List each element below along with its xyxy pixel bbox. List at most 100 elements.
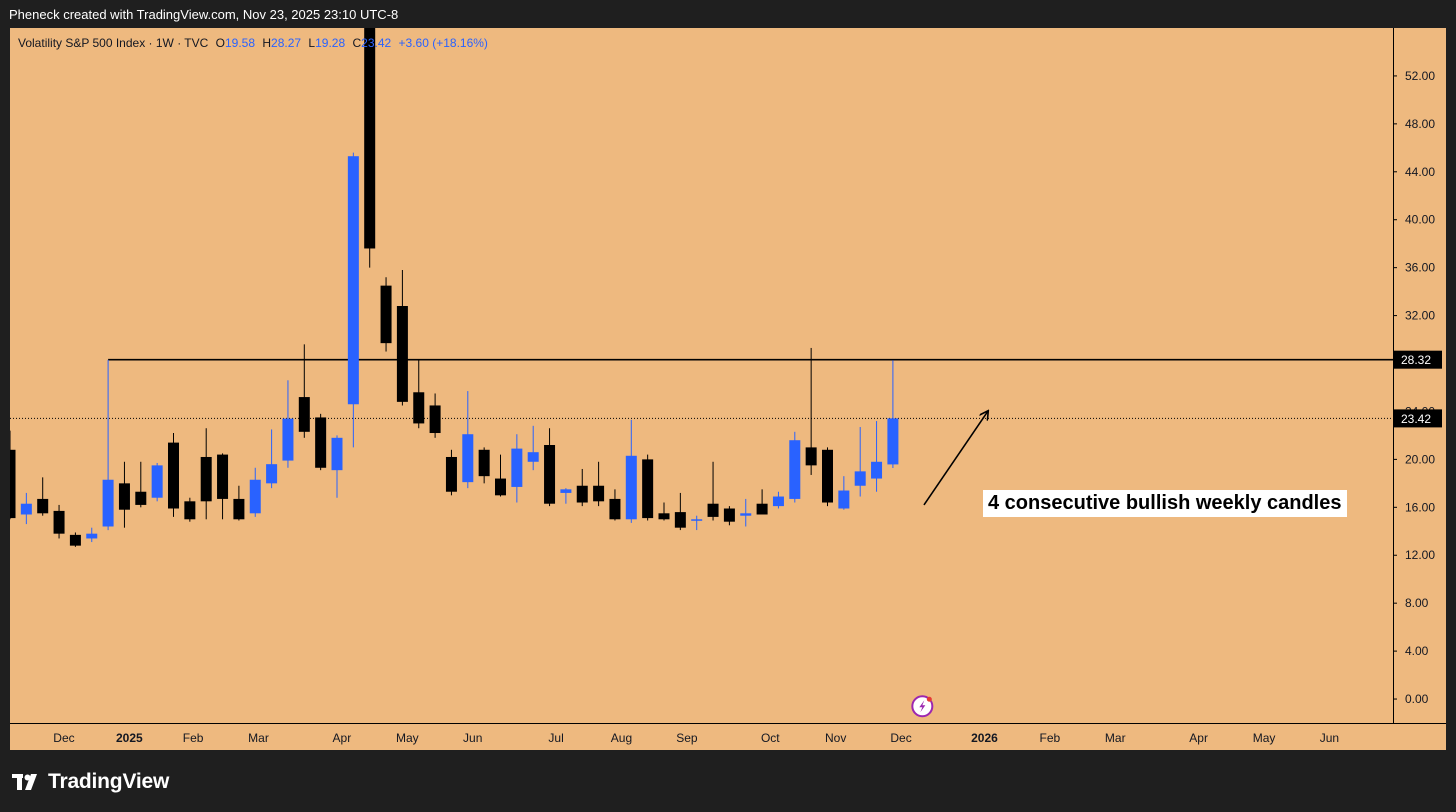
candle [838,476,850,510]
legend-open-value: 19.58 [225,36,256,50]
candle-body [37,498,49,514]
candle-body [756,503,768,515]
candle [118,461,130,528]
candle [396,270,408,406]
candle-body [380,285,392,344]
candle-body [740,513,752,516]
candle [854,427,866,497]
candle-body [642,459,654,519]
x-tick-label: 2026 [971,731,998,745]
candle [200,428,212,520]
candle-body [691,519,703,521]
y-tick-label: 40.00 [1405,213,1435,227]
brand-logo[interactable]: TradingView [12,770,169,794]
candle [625,419,637,523]
candle-body [707,503,719,517]
candle-body [217,454,229,499]
candle-body [135,491,147,505]
tradingview-logo-icon [12,774,37,790]
candle-body [854,471,866,486]
candle [364,28,376,268]
legend-open-label: O [215,36,225,50]
x-tick-label: Nov [825,731,846,745]
price-label-0: 28.32 [1401,353,1431,367]
legend-low-label: L [308,36,316,50]
candle-body [249,479,261,514]
candle-body [151,465,163,498]
candle-body [495,478,506,496]
candle [723,506,735,526]
candle-body [331,437,343,471]
x-tick-label: Feb [183,731,204,745]
candle [233,485,245,521]
candle-body [102,479,114,527]
legend-close-value: 23.42 [361,36,392,50]
candle [445,449,457,496]
legend-high-label: H [262,36,272,50]
candle [772,491,784,509]
candle-body [298,397,310,432]
chart-area[interactable]: Volatility S&P 500 Index · 1W · TVC O19.… [10,28,1446,750]
x-tick-label: Oct [761,731,780,745]
y-tick-label: 32.00 [1405,309,1435,323]
candle-body [527,452,539,462]
candle [282,380,294,468]
candle-body [625,455,637,520]
candle [347,152,359,448]
x-tick-label: Feb [1040,731,1061,745]
candle-body [413,392,425,424]
candle [53,504,65,539]
candlestick-chart[interactable]: 0.004.008.0012.0016.0020.0024.0028.0032.… [10,28,1446,750]
candle [805,347,817,475]
candle-body [576,485,588,503]
candle-body [789,440,801,499]
header-caption: Pheneck created with TradingView.com, No… [9,7,399,22]
candle [789,431,801,503]
y-tick-label: 12.00 [1405,548,1435,562]
x-tick-label: Sep [676,731,698,745]
candle [151,462,163,502]
x-tick-label: Apr [333,731,352,745]
candle-body [347,156,359,405]
price-label-1: 23.42 [1401,412,1431,426]
candle-body [805,447,817,466]
candle [462,391,474,489]
candle [135,461,147,508]
candle-body [282,418,294,461]
candle [102,359,114,531]
candle [674,492,686,531]
candle-body [396,306,408,402]
candle [642,454,654,521]
candle [168,433,179,517]
candle [413,359,425,429]
candle-body [10,449,16,519]
candle-body [168,442,179,509]
x-tick-label: May [396,731,419,745]
candle [298,344,310,438]
candle [249,467,261,517]
candle [37,477,49,516]
x-tick-label: May [1253,731,1276,745]
legend-low-value: 19.28 [315,36,346,50]
candle-body [723,508,735,522]
candle [217,453,229,520]
candle-body [118,483,130,510]
candle-body [544,445,556,504]
x-tick-label: Jul [548,731,563,745]
candle-body [315,417,327,468]
symbol-legend: Volatility S&P 500 Index · 1W · TVC O19.… [18,36,488,50]
candle [20,492,32,525]
candle [86,527,98,543]
candle-body [658,513,670,520]
candle-body [871,461,883,479]
y-tick-label: 16.00 [1405,500,1435,514]
candle-body [887,418,899,465]
candle [740,498,752,527]
candle-body [53,510,65,534]
annotation-label: 4 consecutive bullish weekly candles [983,490,1347,517]
candle-body [674,512,686,528]
candle-body [429,405,441,434]
candle [707,461,719,521]
candle [495,454,506,497]
x-tick-label: Mar [248,731,269,745]
